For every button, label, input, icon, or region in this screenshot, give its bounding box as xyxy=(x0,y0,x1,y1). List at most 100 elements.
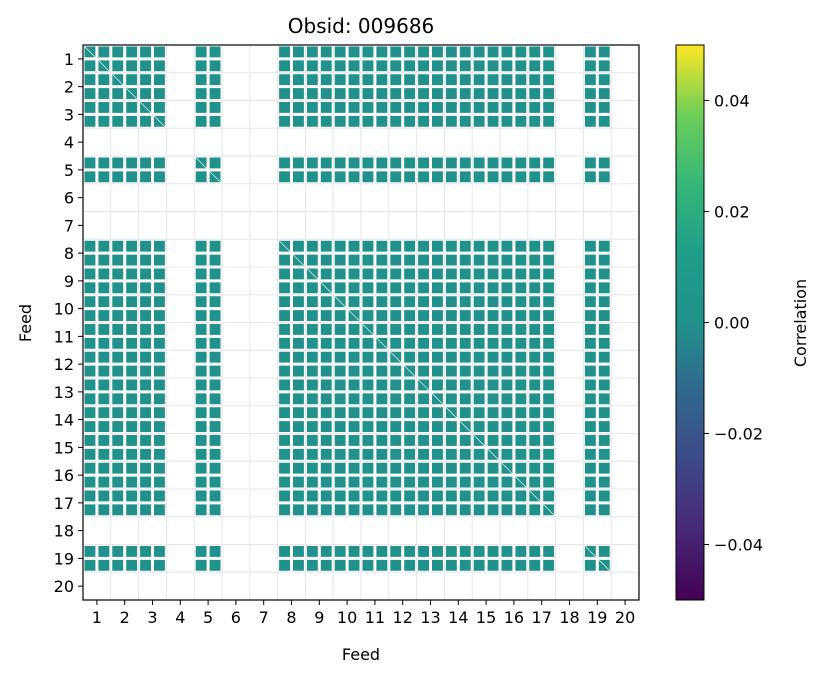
heatmap-cell xyxy=(390,240,402,252)
heatmap-cell xyxy=(445,365,457,377)
heatmap-cell xyxy=(404,282,416,294)
heatmap-cell xyxy=(306,310,318,321)
heatmap-cell xyxy=(390,559,402,571)
heatmap-cell xyxy=(432,115,443,127)
y-axis-label: Feed xyxy=(16,304,35,342)
heatmap-cell xyxy=(445,46,457,58)
heatmap-cell xyxy=(112,504,124,516)
heatmap-cell xyxy=(362,171,374,183)
heatmap-cell xyxy=(529,379,541,391)
heatmap-cell xyxy=(473,282,485,294)
heatmap-cell xyxy=(390,504,402,516)
heatmap-cell xyxy=(348,421,360,432)
heatmap-cell xyxy=(459,60,471,72)
x-axis-label: Feed xyxy=(342,645,380,664)
diagonal-marker xyxy=(529,490,554,515)
heatmap-cell xyxy=(598,296,610,308)
heatmap-cell xyxy=(390,296,402,308)
heatmap-cell xyxy=(418,254,429,266)
heatmap-cell xyxy=(209,490,221,502)
heatmap-cell xyxy=(445,88,457,99)
heatmap-cell xyxy=(306,448,318,460)
heatmap-cell xyxy=(376,379,388,391)
heatmap-cell xyxy=(209,310,221,321)
heatmap-cell xyxy=(362,365,374,377)
heatmap-cell xyxy=(306,490,318,502)
heatmap-cell xyxy=(584,240,596,252)
diagonal-marker xyxy=(501,463,527,488)
heatmap-cell xyxy=(334,88,346,99)
heatmap-cell xyxy=(334,115,346,127)
heatmap-cell xyxy=(195,282,207,294)
x-tick-label: 11 xyxy=(365,608,385,627)
heatmap-cell xyxy=(362,435,374,446)
heatmap-cell xyxy=(279,407,290,419)
heatmap-cell xyxy=(598,435,610,446)
heatmap-cell xyxy=(98,74,110,86)
heatmap-cell xyxy=(543,546,555,557)
y-tick-label: 6 xyxy=(64,189,74,208)
heatmap-cell xyxy=(529,60,541,72)
heatmap-cell xyxy=(487,546,499,557)
heatmap-cell xyxy=(84,115,96,127)
heatmap-cell xyxy=(445,421,457,432)
heatmap-cell xyxy=(84,546,96,557)
heatmap-cell xyxy=(140,60,151,72)
heatmap-cell xyxy=(98,254,110,266)
heatmap-cell xyxy=(334,448,346,460)
heatmap-cell xyxy=(529,157,541,169)
heatmap-cell xyxy=(473,310,485,321)
heatmap-cell xyxy=(487,296,499,308)
heatmap-cell xyxy=(154,351,165,363)
heatmap-cell xyxy=(293,379,304,391)
heatmap-cell xyxy=(543,296,555,308)
heatmap-cell xyxy=(376,490,388,502)
heatmap-cell xyxy=(515,448,527,460)
heatmap-cell xyxy=(404,559,416,571)
heatmap-cell xyxy=(334,379,346,391)
heatmap-cell xyxy=(334,60,346,72)
heatmap-cell xyxy=(362,60,374,72)
heatmap-cell xyxy=(390,379,402,391)
y-tick-label: 3 xyxy=(64,105,74,124)
heatmap-cell xyxy=(293,102,304,113)
heatmap-cell xyxy=(195,448,207,460)
heatmap-cell xyxy=(140,559,151,571)
heatmap-cell xyxy=(432,476,443,488)
colorbar-tick-label: 0.04 xyxy=(714,92,750,111)
heatmap-cell xyxy=(126,421,138,432)
y-tick-label: 2 xyxy=(64,78,74,97)
x-tick-label: 6 xyxy=(231,608,241,627)
heatmap-cell xyxy=(98,559,110,571)
y-tick-label: 16 xyxy=(54,466,74,485)
heatmap-cell xyxy=(306,46,318,58)
heatmap-cell xyxy=(84,421,96,432)
heatmap-cell xyxy=(459,240,471,252)
y-tick-label: 9 xyxy=(64,272,74,291)
heatmap-cell xyxy=(473,268,485,280)
heatmap-cell xyxy=(209,546,221,557)
heatmap-cell xyxy=(459,476,471,488)
heatmap-cell xyxy=(209,88,221,99)
heatmap-cell xyxy=(376,282,388,294)
heatmap-cell xyxy=(293,115,304,127)
heatmap-cell xyxy=(362,546,374,557)
heatmap-cell xyxy=(584,490,596,502)
heatmap-cell xyxy=(376,171,388,183)
heatmap-cell xyxy=(293,504,304,516)
heatmap-cell xyxy=(98,365,110,377)
heatmap-cell xyxy=(473,171,485,183)
heatmap-cell xyxy=(445,379,457,391)
heatmap-cell xyxy=(209,351,221,363)
heatmap-cell xyxy=(501,559,513,571)
heatmap-cell xyxy=(140,337,151,349)
heatmap-cell xyxy=(487,337,499,349)
heatmap-cell xyxy=(390,324,402,335)
heatmap-cell xyxy=(126,365,138,377)
heatmap-cell xyxy=(348,46,360,58)
heatmap-cell xyxy=(459,324,471,335)
heatmap-cell xyxy=(529,282,541,294)
heatmap-cell xyxy=(459,462,471,474)
heatmap-cell xyxy=(279,435,290,446)
heatmap-cell xyxy=(84,60,96,72)
